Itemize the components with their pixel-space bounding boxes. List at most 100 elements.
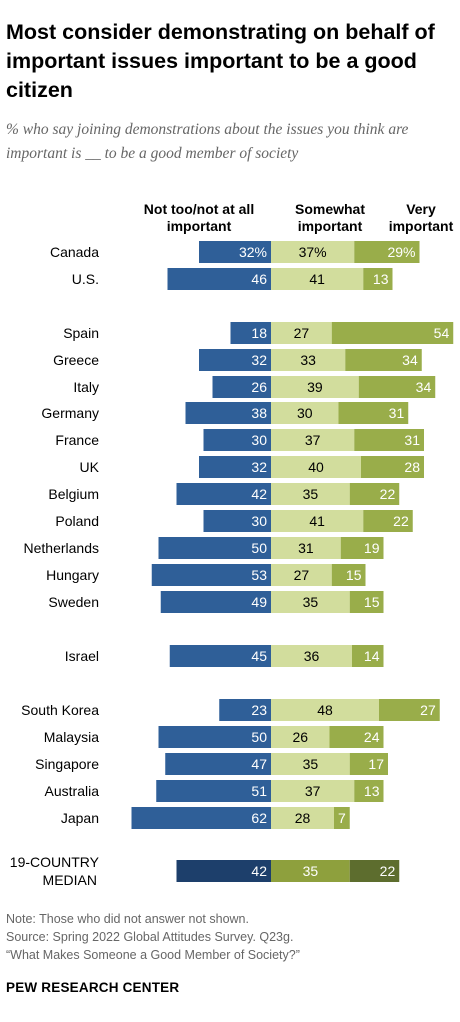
value-label-very-important: 34 [416,379,432,395]
row-label: Germany [41,405,99,421]
bar-very-important [334,807,350,829]
row-label: Singapore [35,756,99,772]
bar-not-important [176,860,271,882]
value-label-very-important: 13 [373,271,389,287]
bar-somewhat-important [271,268,364,290]
bar-not-important [176,483,271,505]
diverging-bar-chart: Canada 32% 37% 29% U.S. 46 41 13 Spain 18 27 54 Gree… [10,241,454,888]
bar-somewhat-important [271,510,364,532]
row-label: Australia [45,783,100,799]
bar-very-important [358,376,436,398]
bar-very-important [331,322,454,344]
bar-very-important [345,349,422,371]
bar-somewhat-important [271,376,359,398]
bar-not-important [158,537,271,559]
bar-not-important [151,564,271,586]
value-label-not-important: 32% [239,244,267,260]
value-label-not-important: 38 [251,405,267,421]
bar-somewhat-important [271,807,334,829]
row-label: Italy [73,379,99,395]
row-label: Netherlands [24,540,100,556]
value-label-somewhat-important: 27 [294,567,310,583]
bar-very-important [349,860,400,882]
value-label-very-important: 34 [402,352,418,368]
value-label-very-important: 31 [404,432,420,448]
bar-not-important [203,510,271,532]
row-label: 19-COUNTRY MEDIAN [10,854,100,888]
bar-somewhat-important [271,780,355,802]
bar-somewhat-important [271,564,332,586]
bar-very-important [363,510,413,532]
value-label-not-important: 45 [251,648,267,664]
value-label-not-important: 47 [251,756,267,772]
row-label: U.S. [72,271,99,287]
value-label-somewhat-important: 39 [307,379,323,395]
value-label-very-important: 13 [364,783,380,799]
value-label-very-important: 22 [393,513,409,529]
chart-title: Most consider demonstrating on behalf of… [6,20,435,102]
value-label-not-important: 18 [251,325,267,341]
value-label-somewhat-important: 37 [305,783,321,799]
bar-not-important [169,645,271,667]
row-label: Poland [55,513,99,529]
value-label-very-important: 19 [364,540,380,556]
bar-very-important [379,699,440,721]
row-label: Canada [50,244,99,260]
bar-very-important [329,726,384,748]
value-label-not-important: 50 [251,729,267,745]
bar-somewhat-important [271,241,355,263]
value-label-somewhat-important: 27 [294,325,310,341]
note-line: Note: Those who did not answer not shown… [6,912,249,926]
value-label-somewhat-important: 40 [308,459,324,475]
value-label-very-important: 14 [364,648,380,664]
row-label: Spain [63,325,99,341]
row-label: Sweden [48,594,99,610]
bar-somewhat-important [271,322,332,344]
row-label: Malaysia [44,729,99,745]
value-label-somewhat-important: 36 [304,648,320,664]
bar-not-important [156,780,271,802]
source-report-title: “What Makes Someone a Good Member of Soc… [6,948,300,962]
value-label-not-important: 32 [251,459,267,475]
bar-very-important [354,241,420,263]
bar-very-important [361,456,424,478]
bar-somewhat-important [271,483,350,505]
bar-very-important [349,753,388,775]
value-label-not-important: 50 [251,540,267,556]
bar-not-important [219,699,271,721]
bar-somewhat-important [271,699,379,721]
value-label-not-important: 30 [251,513,267,529]
bar-somewhat-important [271,645,352,667]
bar-very-important [352,645,384,667]
value-label-very-important: 29% [387,244,415,260]
legend-not-important: Not too/not at all important [143,201,255,234]
value-label-somewhat-important: 35 [303,756,319,772]
bar-somewhat-important [271,456,361,478]
value-label-somewhat-important: 37% [299,244,327,260]
bar-not-important [203,429,271,451]
bar-very-important [340,537,384,559]
value-label-very-important: 24 [364,729,380,745]
value-label-very-important: 22 [380,486,396,502]
value-label-not-important: 49 [251,594,267,610]
bar-somewhat-important [271,429,355,451]
bar-somewhat-important [271,402,339,424]
value-label-very-important: 27 [420,702,436,718]
value-label-very-important: 31 [389,405,405,421]
bar-not-important [199,456,271,478]
value-label-not-important: 46 [251,271,267,287]
legend-somewhat-important: Somewhat important [294,201,365,234]
value-label-not-important: 42 [251,863,267,879]
value-label-somewhat-important: 41 [309,271,325,287]
source-line: Source: Spring 2022 Global Attitudes Sur… [6,930,294,944]
value-label-not-important: 53 [251,567,267,583]
value-label-somewhat-important: 28 [295,810,311,826]
bar-very-important [331,564,366,586]
bar-somewhat-important [271,726,330,748]
value-label-very-important: 7 [338,810,346,826]
value-label-not-important: 51 [251,783,267,799]
legend-very-important: Very important [388,201,454,234]
value-label-somewhat-important: 30 [297,405,313,421]
row-label: UK [80,459,100,475]
value-label-very-important: 22 [380,863,396,879]
